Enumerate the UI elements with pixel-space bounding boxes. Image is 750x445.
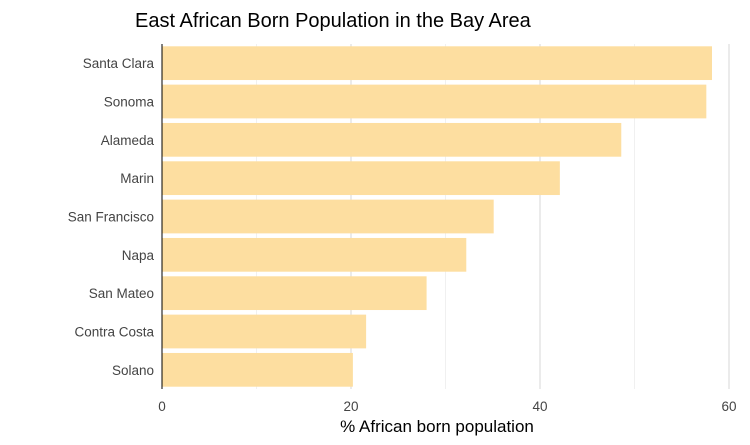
category-label: Sonoma xyxy=(104,95,155,110)
bar-san-mateo xyxy=(162,276,427,311)
x-tick-label: 20 xyxy=(343,399,358,414)
bar-contra-costa xyxy=(162,314,367,349)
bar-solano xyxy=(162,352,353,387)
bar-sonoma xyxy=(162,84,707,119)
category-labels: Santa Clara Sonoma Alameda Marin San Francis… xyxy=(68,56,155,378)
bars xyxy=(162,46,712,387)
x-tick-label: 40 xyxy=(532,399,547,414)
bar-napa xyxy=(162,237,467,272)
category-label: Solano xyxy=(112,363,154,378)
bar-santa-clara xyxy=(162,46,712,81)
category-label: San Francisco xyxy=(68,210,154,225)
x-axis-label: % African born population xyxy=(340,417,534,436)
category-label: Santa Clara xyxy=(83,56,155,71)
bar-alameda xyxy=(162,122,622,157)
x-tick-label: 0 xyxy=(158,399,166,414)
category-label: San Mateo xyxy=(89,286,154,301)
x-tick-labels: 0 20 40 60 xyxy=(158,399,736,414)
category-label: Alameda xyxy=(101,133,155,148)
category-label: Contra Costa xyxy=(74,325,154,340)
category-label: Napa xyxy=(122,248,155,263)
x-tick-label: 60 xyxy=(721,399,736,414)
chart-title: East African Born Population in the Bay … xyxy=(135,10,532,32)
bar-san-francisco xyxy=(162,199,494,234)
bar-marin xyxy=(162,161,560,196)
category-label: Marin xyxy=(120,171,154,186)
